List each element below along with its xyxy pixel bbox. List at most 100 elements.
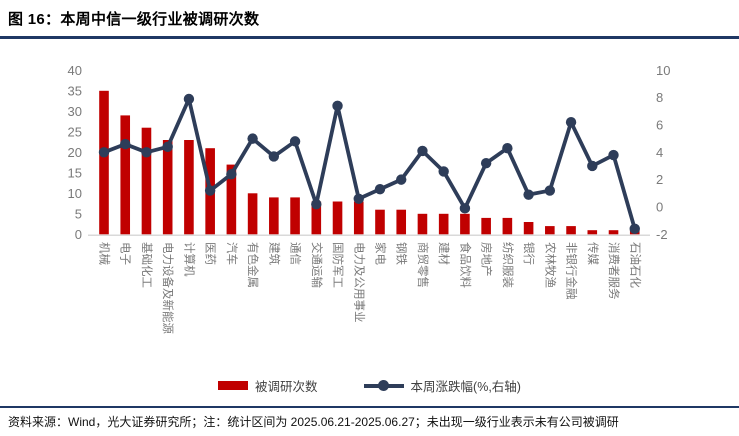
line-marker <box>544 185 556 196</box>
legend-label-line: 本周涨跌幅(%,右轴) <box>410 380 521 394</box>
right-axis-tick: 0 <box>656 199 663 214</box>
left-axis-tick: 25 <box>68 124 82 139</box>
bar <box>396 209 407 235</box>
x-axis-label: 建筑 <box>267 242 281 265</box>
x-axis-label: 电力及公用事业 <box>352 242 365 323</box>
line-marker <box>523 189 534 200</box>
x-axis-label: 电子 <box>119 242 132 265</box>
right-axis-tick: 6 <box>656 117 663 132</box>
x-axis-label: 通信 <box>289 242 302 265</box>
bar <box>502 217 513 235</box>
line-marker <box>141 147 152 158</box>
bar <box>353 201 364 235</box>
source-note: 资料来源：Wind，光大证券研究所；注：统计区间为 2025.06.21-202… <box>8 415 619 429</box>
line-marker <box>480 158 492 169</box>
line-marker <box>311 199 322 210</box>
x-axis-label: 交通运输 <box>310 242 324 288</box>
line-marker <box>289 136 301 147</box>
bar <box>162 140 173 235</box>
x-axis-label: 食品饮料 <box>458 242 472 288</box>
x-axis-label: 计算机 <box>182 242 196 277</box>
left-axis-tick: 30 <box>68 104 82 119</box>
line-marker <box>502 143 513 154</box>
bar <box>332 201 343 235</box>
x-axis-label: 非银行金融 <box>565 242 579 300</box>
chart-area: 0 5 10 15 20 25 30 35 40 -2 0 2 4 6 8 10 机械 电子 基础化工 电力设备及新能… <box>0 45 739 375</box>
line-marker <box>183 93 195 105</box>
line-marker <box>204 185 216 196</box>
bar <box>523 222 534 235</box>
line-series-swatch <box>363 380 404 391</box>
bar <box>566 226 576 235</box>
bar <box>375 209 385 235</box>
bar <box>141 127 152 235</box>
bar <box>247 193 258 235</box>
x-axis-label: 传媒 <box>586 242 600 265</box>
bar <box>417 213 428 235</box>
line-marker <box>268 151 280 162</box>
x-axis-label: 消费者服务 <box>607 242 621 300</box>
x-axis-label: 房地产 <box>480 242 494 277</box>
left-axis-tick: 35 <box>68 83 82 98</box>
line-marker <box>629 223 640 235</box>
x-axis-label: 有色金属 <box>246 242 260 288</box>
line-marker <box>332 100 343 112</box>
legend-item-line: 本周涨跌幅(%,右轴) <box>363 376 521 395</box>
right-axis-tick: 2 <box>656 172 663 187</box>
legend-label-bar: 被调研次数 <box>255 380 318 394</box>
x-axis-label: 银行 <box>522 242 536 265</box>
line-marker <box>162 141 173 153</box>
page-title: 图 16：本周中信一级行业被调研次数 <box>8 11 260 28</box>
right-axis-tick: -2 <box>656 227 668 242</box>
left-axis-tick: 20 <box>68 145 82 160</box>
line-marker <box>459 203 471 214</box>
line-marker <box>417 145 428 157</box>
bar-line-chart: 0 5 10 15 20 25 30 35 40 -2 0 2 4 6 8 10 机械 电子 基础化工 电力设备及新能… <box>68 63 671 335</box>
bar <box>226 164 237 235</box>
line-marker <box>353 193 364 204</box>
line-marker <box>587 160 598 172</box>
bar <box>184 140 194 235</box>
line-marker <box>565 117 577 128</box>
left-axis-tick: 5 <box>75 206 82 221</box>
line-marker <box>120 138 131 150</box>
bar <box>269 197 279 235</box>
line-marker <box>98 147 110 158</box>
bar <box>290 197 300 235</box>
left-axis-tick: 40 <box>68 63 82 78</box>
right-axis-tick: 4 <box>656 145 663 160</box>
right-axis-tick: 10 <box>656 63 670 78</box>
line-marker <box>438 166 449 177</box>
left-axis-tick: 0 <box>75 227 82 242</box>
x-axis-label: 电力设备及新能源 <box>161 242 175 334</box>
line-marker <box>226 168 237 180</box>
left-axis-tick: 10 <box>68 186 82 201</box>
right-axis-tick: 8 <box>656 90 663 105</box>
x-axis-label: 机械 <box>98 242 112 265</box>
x-axis-label: 纺织服装 <box>501 242 515 288</box>
x-axis-label: 农林牧渔 <box>543 242 557 288</box>
line-series <box>102 97 637 231</box>
figure-header: 图 16：本周中信一级行业被调研次数 <box>8 8 731 29</box>
bar <box>99 90 109 235</box>
line-marker <box>608 149 619 161</box>
title-divider <box>0 36 739 39</box>
bar <box>460 213 470 235</box>
x-axis-label: 基础化工 <box>140 242 154 288</box>
line-marker <box>374 184 386 195</box>
x-axis-label: 建材 <box>437 242 451 265</box>
left-axis-tick: 15 <box>68 165 82 180</box>
bar <box>481 217 491 235</box>
footer-divider <box>0 406 739 408</box>
chart-legend: 被调研次数 本周涨跌幅(%,右轴) <box>0 376 739 395</box>
bar-series-swatch <box>218 381 249 390</box>
bar <box>311 201 322 235</box>
line-marker <box>396 174 407 185</box>
bar <box>438 213 449 235</box>
bar <box>545 226 555 235</box>
x-axis-label: 汽车 <box>225 242 239 265</box>
bar <box>587 230 598 235</box>
x-axis-label: 商贸零售 <box>416 242 430 288</box>
x-axis-label: 医药 <box>204 242 217 265</box>
